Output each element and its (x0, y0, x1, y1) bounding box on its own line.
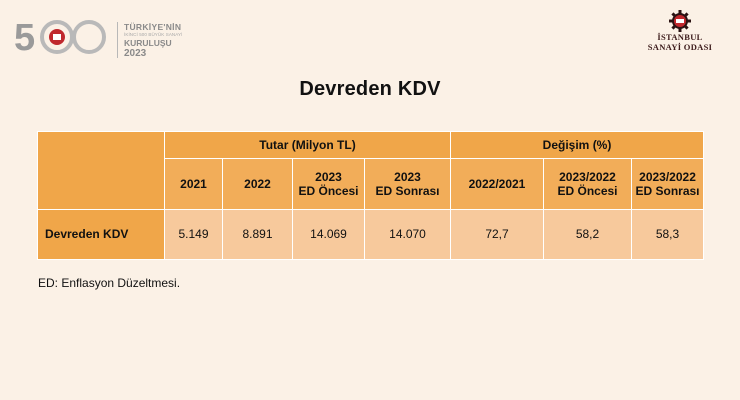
table-cell: 58,3 (630, 208, 705, 261)
logo-line3: KURULUŞU (124, 38, 172, 48)
column-header: 2022/2021 (450, 158, 544, 210)
column-header: 2023 ED Sonrası (364, 158, 451, 210)
iso-name-line1: İSTANBUL (657, 32, 703, 42)
table-row: Devreden KDV 5.149 8.891 14.069 14.070 7… (37, 208, 705, 261)
table-group-header-row: Tutar (Milyon TL) Değişim (%) (37, 130, 705, 210)
iso-logo: İSTANBUL SANAYİ ODASI (640, 10, 720, 68)
group-header-change: Değişim (%) (449, 130, 705, 160)
column-header: 2021 (164, 158, 223, 210)
logo-line1: TÜRKİYE'NİN (124, 22, 182, 32)
svg-text:5: 5 (14, 17, 35, 59)
logo-line2: İKİNCİ 500 BÜYÜK SANAYİ (124, 32, 183, 37)
logo-year: 2023 (124, 48, 147, 59)
column-header: 2023/2022 ED Öncesi (543, 158, 632, 210)
table-column-header-row: 2021 2022 2023 ED Öncesi 2023 ED Sonrası 2… (38, 158, 705, 210)
page-title: Devreden KDV (299, 78, 441, 100)
table-cell: 72,7 (450, 208, 544, 261)
column-header: 2022 (222, 158, 293, 210)
kdv-table: Tutar (Milyon TL) Değişim (%) 2021 2022 … (37, 130, 705, 261)
table-cell: 8.891 (222, 208, 293, 261)
iso-name-line2: SANAYİ ODASI (647, 42, 713, 52)
footnote: ED: Enflasyon Düzeltmesi. (38, 276, 181, 290)
group-header-amount: Tutar (Milyon TL) (164, 130, 451, 160)
logo-500: 5 TÜRKİYE'NİN İKİNCİ 500 BÜYÜK SANAYİ KU… (14, 10, 234, 62)
table-cell: 58,2 (543, 208, 632, 261)
gear-icon (669, 10, 691, 32)
table-cell: 14.070 (364, 208, 451, 261)
table-cell: 14.069 (292, 208, 365, 261)
table-cell: 5.149 (164, 208, 223, 261)
table-corner-cell (37, 131, 165, 210)
logo-separator (117, 22, 118, 58)
logo-500-digits: 5 (14, 17, 106, 59)
row-label: Devreden KDV (37, 208, 165, 261)
logo-500-text: TÜRKİYE'NİN İKİNCİ 500 BÜYÜK SANAYİ KURU… (124, 22, 183, 59)
column-header: 2023 ED Öncesi (292, 158, 365, 210)
column-header: 2023/2022 ED Sonrası (630, 158, 705, 210)
